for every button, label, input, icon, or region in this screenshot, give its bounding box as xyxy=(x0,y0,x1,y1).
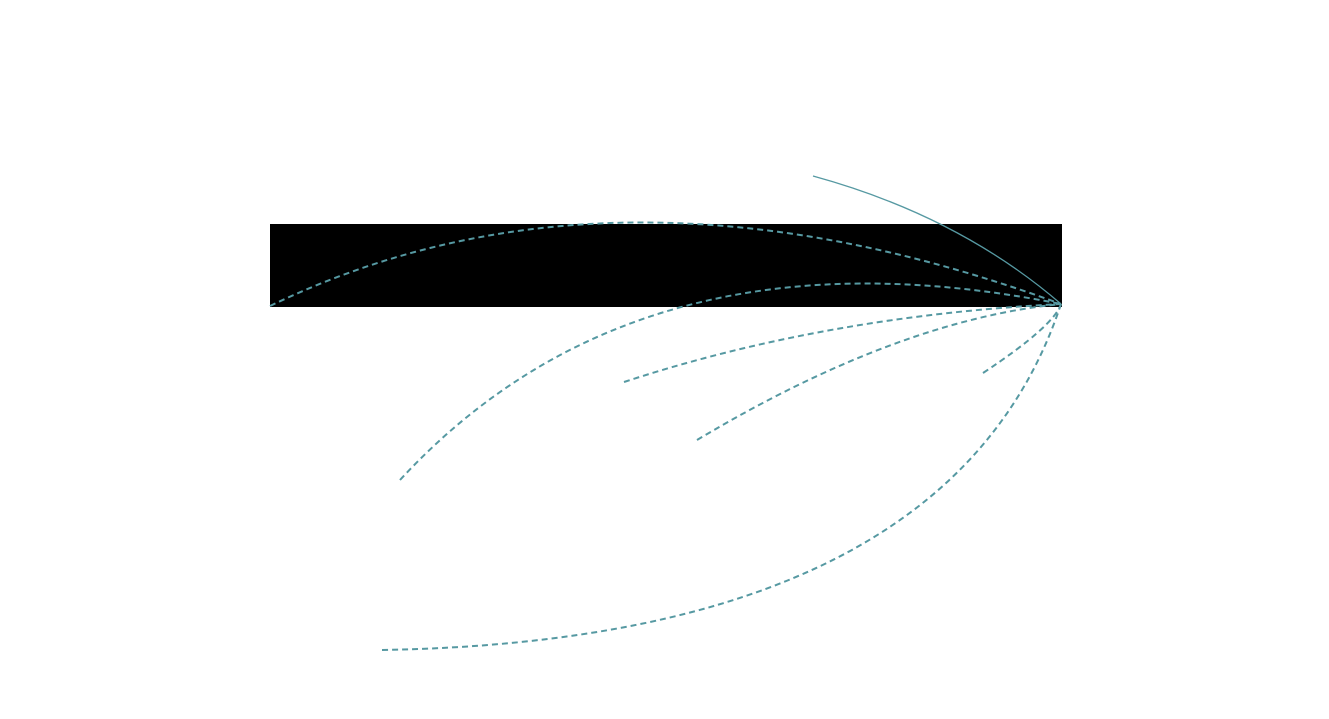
graph-edge-mid-lower xyxy=(696,303,1062,441)
graph-edge-lower-sweep xyxy=(399,282,1062,481)
edge-group xyxy=(269,175,1062,651)
redacted-band xyxy=(270,224,1062,307)
graph-edge-mid-left xyxy=(623,303,1062,383)
graph-edge-top-line xyxy=(812,175,1062,305)
graph-edge-bottom-arc xyxy=(381,303,1062,651)
graph-edge-band-arc xyxy=(269,221,1062,307)
